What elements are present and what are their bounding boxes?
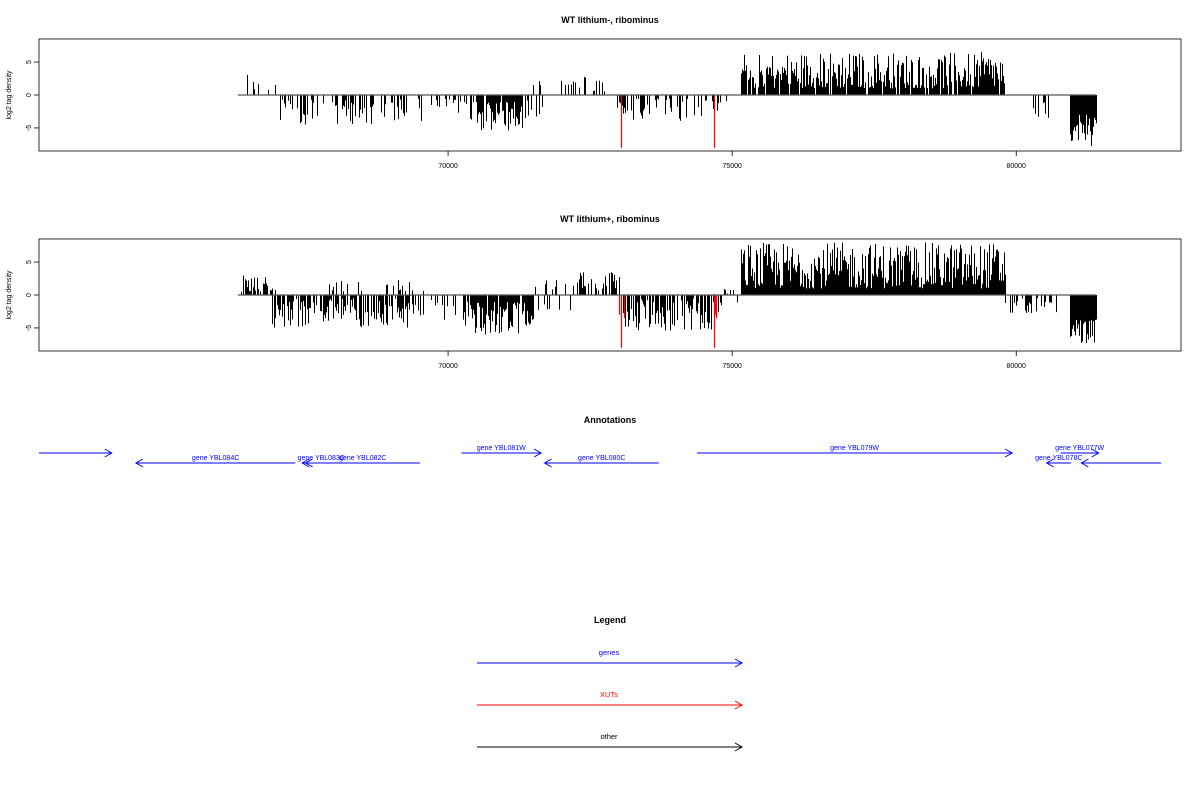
- legend-label: XUTs: [600, 690, 618, 699]
- signal-bars: [237, 242, 1097, 348]
- chart-title: WT lithium-, ribominus: [561, 15, 659, 25]
- gene-label: gene YBL082C: [339, 455, 386, 462]
- y-tick-label: -5: [26, 325, 33, 331]
- x-tick-label: 80000: [1006, 163, 1026, 170]
- y-tick-label: 5: [26, 260, 33, 264]
- gene-label: gene YBL081W: [477, 445, 526, 452]
- legend-item: XUTs: [477, 690, 744, 710]
- legend-label: other: [600, 732, 618, 741]
- gene-label: gene YBL083C: [298, 455, 345, 462]
- gene-arrow: gene YBL081W: [461, 445, 543, 458]
- annotations-title: Annotations: [584, 415, 637, 425]
- x-tick-label: 75000: [722, 163, 742, 170]
- gene-label: gene YBL080C: [578, 455, 625, 462]
- gene-arrow: gene YBL080C: [543, 455, 659, 468]
- legend: Legend genes XUTs other: [477, 615, 744, 752]
- legend-label: genes: [599, 648, 620, 657]
- y-tick-label: 0: [26, 293, 33, 297]
- gene-label: gene YBL077W: [1055, 445, 1104, 452]
- y-axis-label: log2 tag density: [6, 70, 13, 120]
- y-axis-label: log2 tag density: [6, 270, 13, 320]
- legend-item: other: [477, 732, 744, 752]
- gene-arrow: gene YBL077W: [1055, 445, 1104, 458]
- gene-label: gene YBL078C: [1035, 455, 1082, 462]
- gene-arrow: gene YBL083C: [298, 455, 345, 468]
- x-axis-ticks: 70000 75000 80000: [438, 351, 1026, 370]
- chart-panel-lithium-plus: WT lithium+, ribominus log2 tag density …: [6, 214, 1182, 370]
- annotations-track: Annotations gene YBL084C gene YBL083Cgene…: [39, 415, 1161, 468]
- gene-arrow: [39, 448, 113, 458]
- gene-arrow: gene YBL079W: [696, 445, 1014, 458]
- y-tick-label: -5: [26, 125, 33, 131]
- x-tick-label: 75000: [722, 363, 742, 370]
- legend-arrowhead: [734, 700, 744, 710]
- gene-arrow: gene YBL084C: [134, 455, 296, 468]
- y-axis-ticks: -5 0 5: [26, 60, 39, 131]
- chart-panel-lithium-minus: WT lithium-, ribominus log2 tag density …: [6, 15, 1182, 170]
- x-tick-label: 70000: [438, 163, 458, 170]
- legend-arrowhead: [734, 742, 744, 752]
- legend-arrowhead: [734, 658, 744, 668]
- gene-arrow: [1080, 458, 1161, 468]
- gene-label: gene YBL079W: [830, 445, 879, 452]
- gene-arrow: gene YBL082C: [304, 455, 420, 468]
- x-tick-label: 70000: [438, 363, 458, 370]
- chart-title: WT lithium+, ribominus: [560, 214, 660, 224]
- y-tick-label: 0: [26, 93, 33, 97]
- legend-item: genes: [477, 648, 744, 668]
- x-axis-ticks: 70000 75000 80000: [438, 151, 1026, 170]
- legend-title: Legend: [594, 615, 626, 625]
- x-tick-label: 80000: [1006, 363, 1026, 370]
- signal-bars: [237, 52, 1097, 148]
- y-axis-ticks: -5 0 5: [26, 260, 39, 331]
- gene-arrow: gene YBL078C: [1035, 455, 1083, 468]
- y-tick-label: 5: [26, 60, 33, 64]
- gene-label: gene YBL084C: [192, 455, 239, 462]
- legend-items: genes XUTs other: [477, 648, 744, 752]
